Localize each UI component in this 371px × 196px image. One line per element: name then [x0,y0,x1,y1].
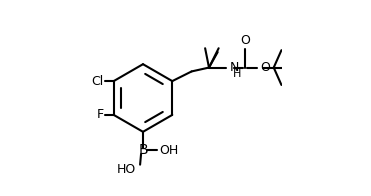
Text: O: O [260,61,270,74]
Text: N: N [229,61,239,74]
Text: O: O [240,34,250,47]
Text: F: F [97,108,104,121]
Text: OH: OH [159,144,178,157]
Text: B: B [138,143,148,157]
Text: Cl: Cl [92,75,104,88]
Text: HO: HO [117,163,136,176]
Text: H: H [233,69,242,79]
